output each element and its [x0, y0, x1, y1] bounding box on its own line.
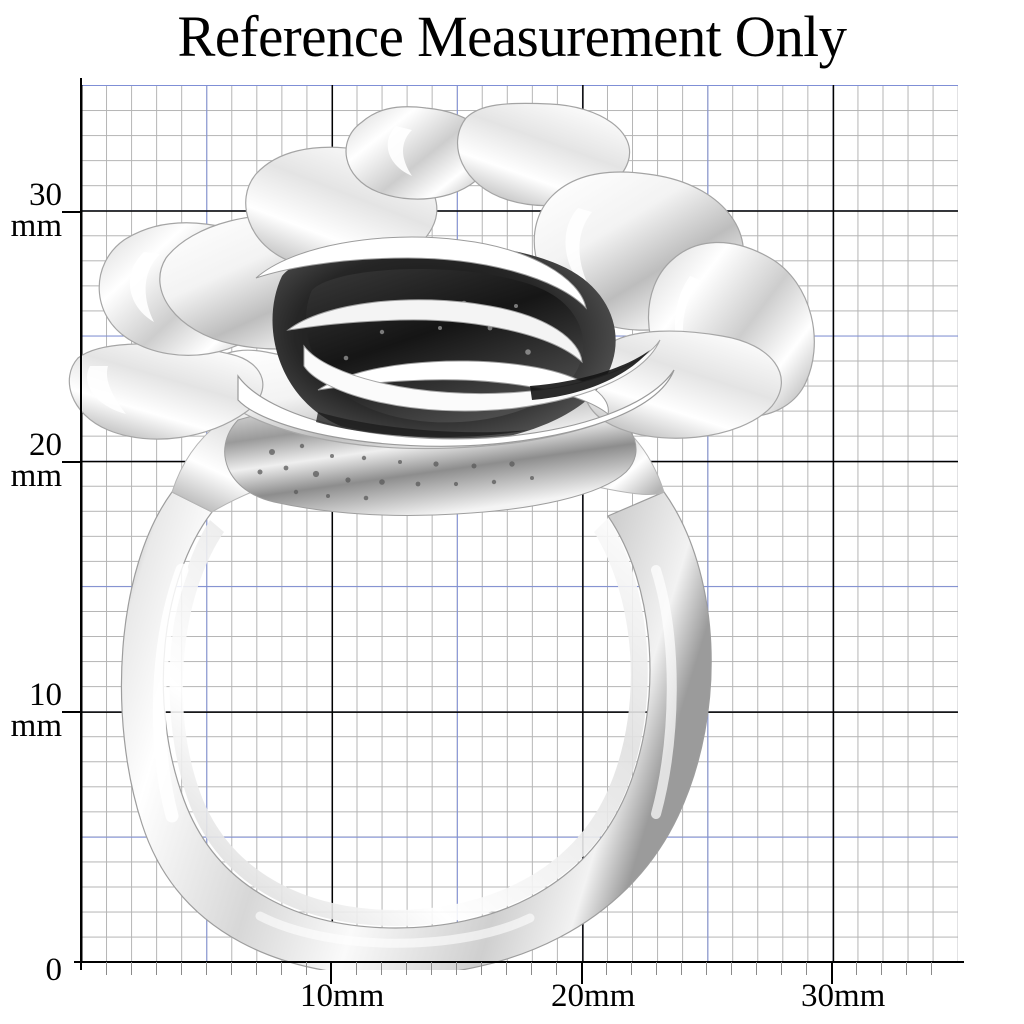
- y-axis-label-10mm-value: 10: [29, 677, 62, 713]
- x-axis-label-10mm: 10mm: [300, 978, 385, 1014]
- y-axis-label-20mm: 20 mm: [0, 427, 62, 494]
- y-axis-label-20mm-unit: mm: [10, 458, 62, 494]
- grid-major-10mm: [81, 85, 958, 962]
- y-axis-label-30mm-unit: mm: [10, 208, 62, 244]
- y-axis-label-0: 0: [0, 952, 63, 988]
- y-axis-label-10mm: 10 mm: [0, 677, 62, 744]
- x-axis-label-20mm: 20mm: [551, 978, 636, 1014]
- y-axis-line: [80, 78, 83, 970]
- page-title: Reference Measurement Only: [177, 4, 847, 69]
- y-axis-label-20mm-value: 20: [29, 427, 62, 463]
- y-axis-label-10mm-unit: mm: [10, 708, 62, 744]
- measurement-grid: [81, 85, 958, 962]
- y-axis-label-30mm: 30 mm: [0, 177, 62, 244]
- x-axis-line: [74, 961, 964, 964]
- y-axis-label-0-value: 0: [45, 952, 63, 988]
- x-axis-label-30mm: 30mm: [801, 978, 886, 1014]
- y-axis-label-30mm-value: 30: [29, 177, 62, 213]
